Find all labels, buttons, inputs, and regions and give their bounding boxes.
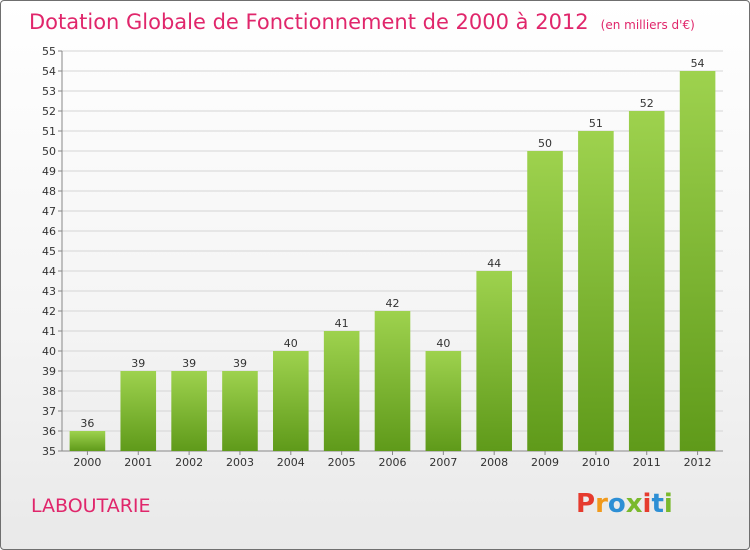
x-tick-label-2008: 2008 — [480, 456, 508, 469]
x-tick-label-2003: 2003 — [226, 456, 254, 469]
bar-2002 — [171, 371, 207, 451]
value-label-2003: 39 — [233, 357, 247, 370]
y-tick-label: 41 — [42, 325, 56, 338]
y-tick-label: 50 — [42, 145, 56, 158]
x-tick-label-2004: 2004 — [277, 456, 305, 469]
y-tick-label: 38 — [42, 385, 56, 398]
bar-2009 — [527, 151, 563, 451]
logo-letter: P — [576, 489, 596, 519]
value-label-2000: 36 — [80, 417, 94, 430]
value-label-2012: 54 — [691, 57, 705, 70]
y-tick-label: 47 — [42, 205, 56, 218]
x-tick-label-2002: 2002 — [175, 456, 203, 469]
x-tick-label-2007: 2007 — [429, 456, 457, 469]
y-tick-label: 53 — [42, 85, 56, 98]
value-label-2008: 44 — [487, 257, 501, 270]
x-tick-label-2000: 2000 — [73, 456, 101, 469]
bar-2011 — [628, 111, 665, 451]
bar-2004 — [273, 351, 309, 451]
y-tick-label: 52 — [42, 105, 56, 118]
value-label-2001: 39 — [131, 357, 145, 370]
x-tick-label-2009: 2009 — [531, 456, 559, 469]
bar-2008 — [476, 271, 512, 451]
x-tick-label-2012: 2012 — [684, 456, 712, 469]
x-tick-label-2006: 2006 — [379, 456, 407, 469]
y-tick-label: 55 — [42, 45, 56, 58]
y-tick-label: 42 — [42, 305, 56, 318]
y-tick-label: 36 — [42, 425, 56, 438]
value-label-2002: 39 — [182, 357, 196, 370]
value-label-2006: 42 — [386, 297, 400, 310]
value-label-2005: 41 — [335, 317, 349, 330]
bar-2001 — [120, 371, 157, 451]
y-tick-label: 46 — [42, 225, 56, 238]
x-tick-label-2011: 2011 — [633, 456, 661, 469]
value-label-2007: 40 — [436, 337, 450, 350]
bar-2007 — [425, 351, 462, 451]
y-tick-label: 39 — [42, 365, 56, 378]
y-tick-label: 35 — [42, 445, 56, 458]
y-tick-label: 48 — [42, 185, 56, 198]
commune-name: LABOUTARIE — [31, 495, 151, 517]
y-tick-label: 44 — [42, 265, 56, 278]
bar-2010 — [578, 131, 614, 451]
bar-2003 — [222, 371, 258, 451]
chart-title: Dotation Globale de Fonctionnement de 20… — [29, 10, 695, 34]
y-tick-label: 54 — [42, 65, 56, 78]
labels: 35 36 37 38 39 40 41 42 43 44 45 46 47 48 49 50 51 52 53 54… — [42, 45, 712, 469]
chart-subtitle: (en milliers d'€) — [600, 18, 695, 32]
y-tick-label: 37 — [42, 405, 56, 418]
y-tick-label: 40 — [42, 345, 56, 358]
bar-2006 — [374, 311, 411, 451]
x-tick-label-2010: 2010 — [582, 456, 610, 469]
value-label-2010: 51 — [589, 117, 603, 130]
bar-2000 — [69, 431, 106, 451]
logo-letter: r — [595, 489, 608, 519]
y-tick-label: 45 — [42, 245, 56, 258]
proxiti-logo: Proxiti — [576, 489, 673, 519]
y-tick-label: 43 — [42, 285, 56, 298]
y-tick-label: 49 — [42, 165, 56, 178]
x-tick-label-2001: 2001 — [124, 456, 152, 469]
bar-2012 — [679, 71, 716, 451]
title-text: Dotation Globale de Fonctionnement de 20… — [29, 10, 589, 34]
logo-letter: o — [607, 489, 626, 519]
bar-2005 — [323, 331, 360, 451]
logo-letter: i — [642, 489, 652, 519]
logo-letter: x — [625, 489, 643, 519]
value-label-2004: 40 — [284, 337, 298, 350]
value-label-2009: 50 — [538, 137, 552, 150]
logo-letter: i — [663, 489, 673, 519]
x-tick-label-2005: 2005 — [328, 456, 356, 469]
value-label-2011: 52 — [640, 97, 654, 110]
logo-letter: t — [651, 489, 664, 519]
y-tick-label: 51 — [42, 125, 56, 138]
bars — [69, 71, 716, 451]
